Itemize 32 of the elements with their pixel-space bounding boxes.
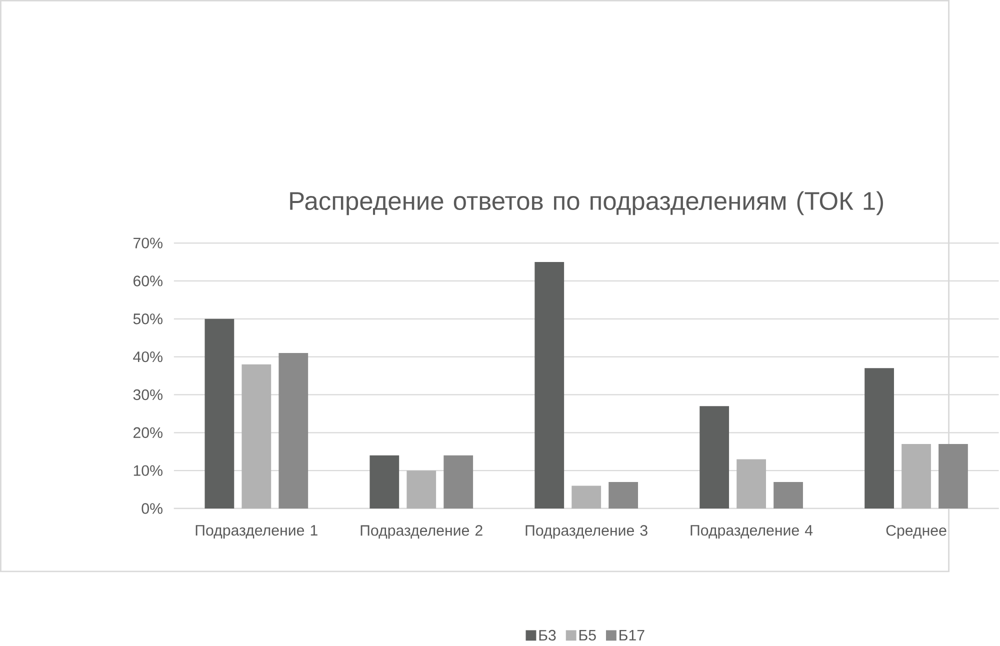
legend-label: Б17: [620, 630, 644, 641]
bar: [864, 368, 894, 509]
bar: [938, 444, 968, 509]
bar: [572, 486, 602, 509]
bar: [370, 456, 400, 509]
bar: [700, 406, 730, 509]
x-tick-label: Подразделение 2: [360, 525, 482, 539]
bar: [902, 444, 931, 509]
x-tick-label: Подразделение 1: [196, 525, 318, 539]
bar: [444, 456, 474, 509]
bar: [736, 459, 766, 509]
chart-title: Распредение ответов по подразделениям (ТОК 1): [290, 191, 883, 216]
bar: [774, 482, 803, 509]
y-tick-label: 0%: [142, 503, 162, 514]
legend-label: Б3: [539, 630, 556, 641]
y-tick-label: 50%: [133, 314, 162, 324]
bar: [204, 319, 234, 509]
y-tick-label: 20%: [134, 427, 162, 438]
y-tick-label: 60%: [134, 276, 162, 286]
x-tick-label: Подразделение 4: [690, 525, 813, 539]
bar: [278, 353, 308, 509]
y-tick-label: 70%: [134, 238, 162, 249]
bar: [608, 482, 638, 509]
bar: [242, 364, 272, 509]
bar: [406, 470, 436, 509]
y-tick-label: 10%: [134, 465, 162, 476]
bar: [534, 262, 564, 509]
x-tick-label: Подразделение 3: [526, 525, 648, 539]
y-tick-label: 40%: [133, 352, 162, 362]
legend-label: Б5: [579, 630, 596, 641]
y-tick-label: 30%: [133, 390, 162, 400]
x-tick-label: Среднее: [886, 525, 946, 539]
